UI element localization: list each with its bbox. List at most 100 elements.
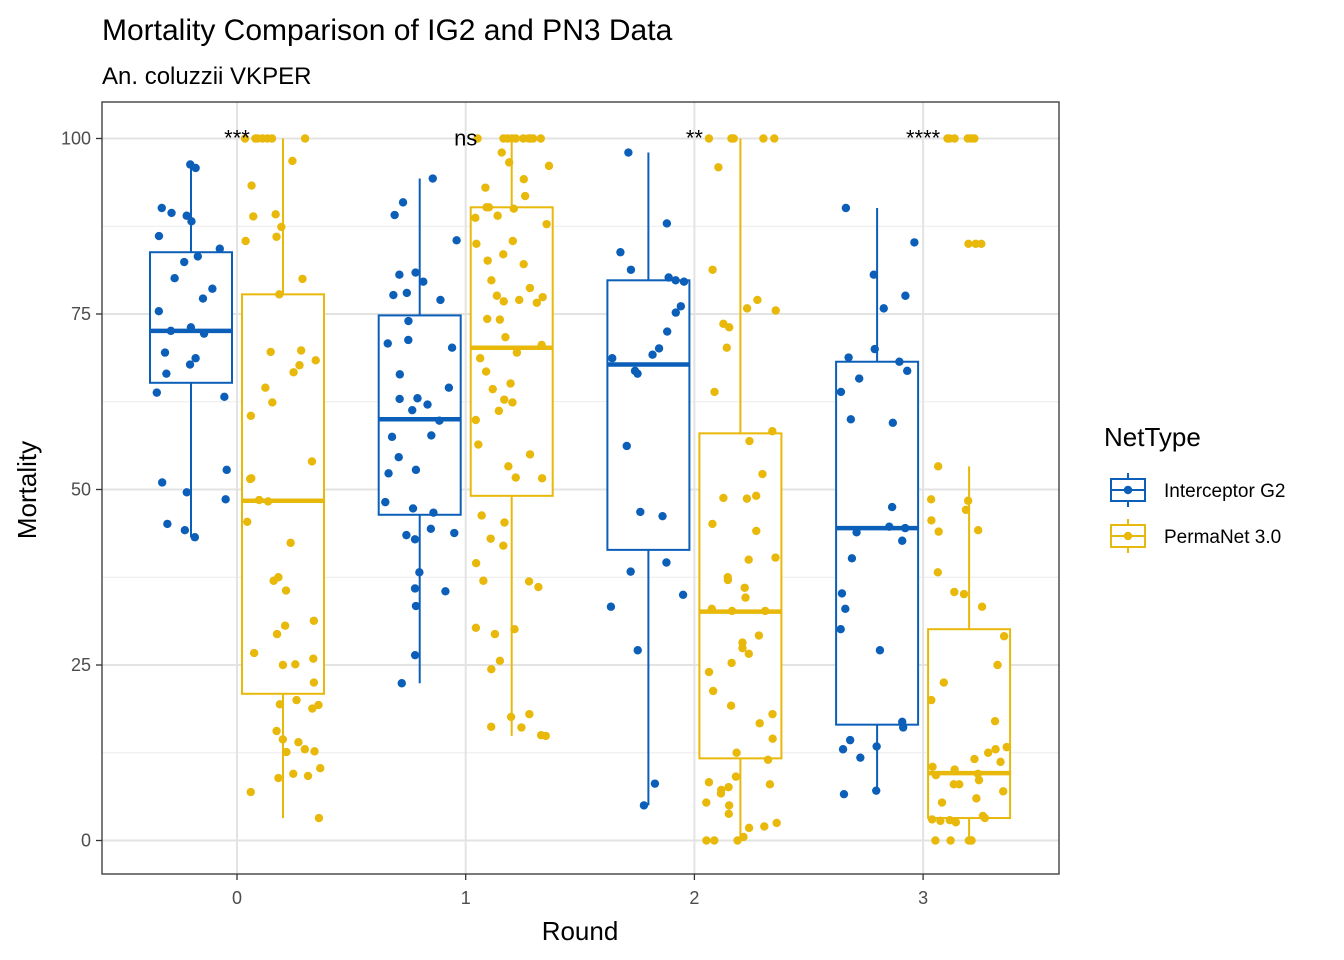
data-point bbox=[163, 519, 172, 529]
data-point bbox=[959, 589, 969, 599]
data-point bbox=[648, 350, 657, 359]
data-point bbox=[404, 335, 413, 345]
data-point bbox=[486, 722, 496, 731]
data-point bbox=[435, 416, 444, 425]
data-point bbox=[298, 274, 307, 284]
data-point bbox=[608, 354, 617, 363]
data-point bbox=[770, 134, 779, 143]
data-point bbox=[519, 259, 528, 269]
data-point bbox=[300, 134, 310, 143]
data-point bbox=[410, 650, 420, 660]
data-point bbox=[676, 302, 686, 311]
x-axis-title: Round bbox=[542, 916, 619, 946]
data-point bbox=[497, 148, 506, 157]
data-point bbox=[663, 327, 672, 336]
data-point bbox=[190, 533, 200, 542]
data-point bbox=[993, 660, 1002, 670]
data-point bbox=[503, 134, 512, 143]
data-point bbox=[950, 587, 959, 597]
chart-subtitle: An. coluzzii VKPER bbox=[102, 63, 311, 90]
data-point bbox=[616, 248, 625, 257]
data-point bbox=[245, 474, 255, 484]
data-point bbox=[484, 203, 494, 212]
legend: NetType Interceptor G2 PermaNet 3.0 bbox=[1104, 422, 1285, 553]
data-point bbox=[633, 369, 642, 378]
data-point bbox=[481, 183, 490, 192]
data-point bbox=[506, 712, 516, 722]
data-point bbox=[537, 340, 546, 350]
data-point bbox=[186, 323, 196, 332]
data-point bbox=[180, 526, 190, 535]
data-point bbox=[525, 283, 535, 293]
data-point bbox=[768, 734, 777, 743]
data-point bbox=[272, 232, 281, 241]
data-point bbox=[879, 304, 888, 313]
data-point bbox=[504, 462, 513, 471]
data-point bbox=[758, 469, 767, 479]
data-point bbox=[532, 298, 541, 307]
data-point bbox=[309, 678, 319, 687]
data-point bbox=[937, 798, 947, 807]
data-point bbox=[411, 268, 420, 277]
data-point bbox=[927, 815, 937, 824]
data-point bbox=[314, 700, 323, 710]
data-point bbox=[487, 276, 496, 285]
data-point bbox=[261, 383, 270, 392]
data-point bbox=[450, 528, 459, 538]
data-point bbox=[847, 554, 857, 563]
data-point bbox=[246, 787, 255, 797]
data-point bbox=[499, 297, 508, 306]
data-point bbox=[710, 387, 719, 397]
data-point bbox=[249, 648, 259, 658]
data-point bbox=[771, 306, 780, 315]
data-point bbox=[410, 584, 420, 593]
y-axis: 0 25 50 75 100 bbox=[61, 129, 102, 851]
data-point bbox=[731, 772, 741, 781]
data-point bbox=[199, 329, 209, 338]
data-point bbox=[295, 361, 304, 370]
data-point bbox=[970, 134, 979, 143]
data-point bbox=[973, 526, 983, 535]
data-point bbox=[768, 709, 777, 719]
data-point bbox=[719, 493, 728, 503]
data-point bbox=[727, 658, 736, 668]
data-point bbox=[274, 773, 283, 783]
data-point bbox=[404, 316, 413, 326]
data-point bbox=[266, 347, 275, 357]
data-point bbox=[951, 818, 961, 827]
data-point bbox=[426, 524, 436, 534]
data-point bbox=[949, 780, 959, 789]
x-axis: 0 1 2 3 bbox=[232, 874, 928, 908]
data-point bbox=[671, 308, 680, 317]
data-point bbox=[185, 360, 195, 369]
data-point bbox=[193, 252, 202, 261]
data-point bbox=[967, 836, 976, 845]
data-point bbox=[606, 602, 616, 611]
data-point bbox=[275, 700, 285, 709]
data-point bbox=[314, 813, 324, 823]
data-point bbox=[307, 457, 317, 466]
data-point bbox=[152, 388, 162, 397]
data-point bbox=[408, 504, 418, 513]
data-point bbox=[741, 593, 750, 602]
data-point bbox=[626, 567, 635, 576]
box bbox=[606, 279, 691, 551]
data-point bbox=[268, 398, 277, 407]
data-point bbox=[658, 511, 667, 521]
data-point bbox=[887, 502, 897, 512]
legend-key-point bbox=[1123, 485, 1133, 495]
box bbox=[377, 314, 462, 516]
data-point bbox=[724, 782, 733, 792]
data-point bbox=[275, 290, 284, 299]
data-point bbox=[704, 778, 714, 787]
data-point bbox=[310, 747, 319, 756]
data-point bbox=[888, 418, 898, 428]
data-point bbox=[381, 497, 390, 507]
data-point bbox=[622, 441, 631, 451]
data-point bbox=[636, 507, 645, 517]
data-point bbox=[471, 559, 481, 568]
data-point bbox=[837, 589, 847, 598]
data-point bbox=[486, 534, 495, 543]
data-point bbox=[472, 239, 481, 248]
data-point bbox=[974, 775, 984, 785]
